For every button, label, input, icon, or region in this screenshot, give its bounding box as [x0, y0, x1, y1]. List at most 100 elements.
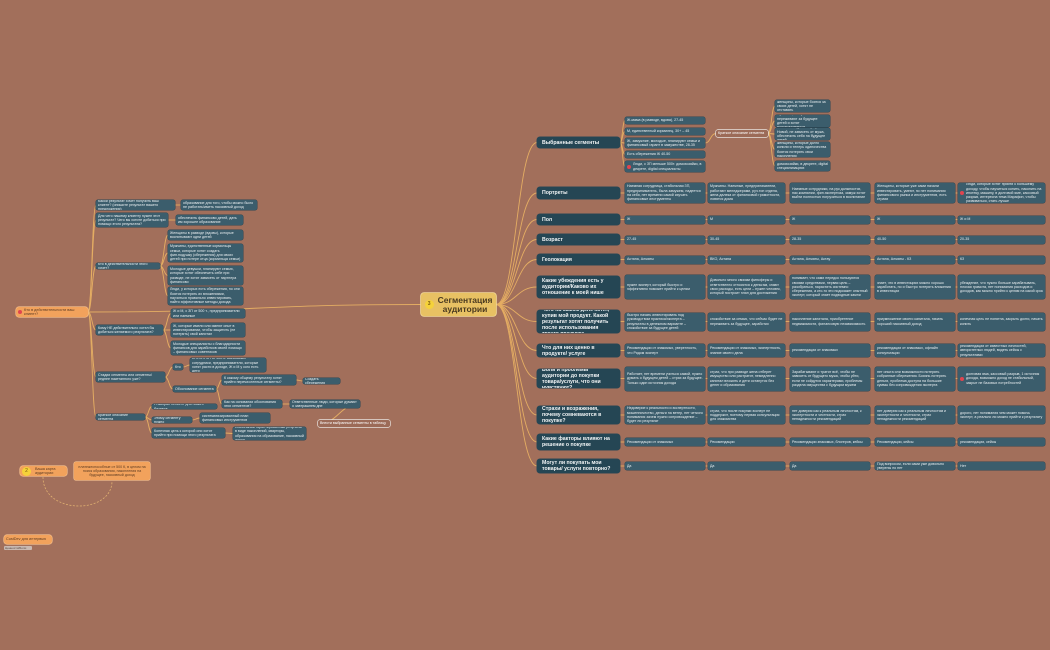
summary-node[interactable]: Внести выбранные сегменты в таблицу: [318, 420, 390, 427]
category-selected-segments[interactable]: Выбранные сегменты: [537, 137, 620, 148]
table-cell[interactable]: приумножение своего капитала, начать хор…: [875, 312, 955, 331]
table-cell[interactable]: ВКО, Астана: [708, 255, 785, 264]
segment-item[interactable]: Люди, с ЗП меньше 500т. домохозяйки, в д…: [625, 161, 705, 172]
answer-4[interactable]: Ж и М, с ЗП от 500 т., предприниматели и…: [171, 309, 245, 318]
table-cell[interactable]: Ж: [625, 215, 705, 224]
table-cell[interactable]: Ж и М: [958, 215, 1045, 224]
table-cell[interactable]: нужен эксперт, который быстро и эффектив…: [625, 275, 705, 299]
answer-4[interactable]: Молодые специалисты с благодарности фина…: [171, 341, 245, 355]
audience-map-note[interactable]: платежеспособные от 500 К, в целом на по…: [74, 462, 150, 480]
central-topic[interactable]: 3 Сегментация аудитории: [421, 293, 496, 316]
question-5[interactable]: Стадии сегменты или сегменты/реднее паке…: [96, 372, 165, 382]
segment-description[interactable]: домохозяйки, в декрете, digital специали…: [775, 161, 830, 171]
table-cell[interactable]: рекомендации, кейсы: [958, 438, 1045, 446]
label-tag[interactable]: Ценности/Боли: [4, 546, 32, 550]
table-cell[interactable]: убеждение, что нужно больше зарабатывать…: [958, 275, 1045, 299]
basis-question-2[interactable]: Как на основании обоснования этих сегмен…: [222, 400, 282, 408]
table-cell[interactable]: М: [708, 215, 785, 224]
segment-description[interactable]: мужчины, которые переживают за будущее д…: [775, 115, 830, 127]
category-9[interactable]: Страхи и возражения, почему сомневаются …: [537, 406, 620, 424]
table-cell[interactable]: Рекомендации, кейсы: [875, 438, 955, 446]
table-cell[interactable]: страх, что при разводе жена отберет имущ…: [708, 366, 785, 391]
table-cell[interactable]: Да: [625, 462, 705, 470]
table-cell[interactable]: 27-45: [625, 235, 705, 244]
question-4[interactable]: Кому НЕ действительно хотел бы добиться …: [96, 325, 163, 335]
table-cell[interactable]: КЗ: [958, 255, 1045, 264]
category-11[interactable]: Могут ли покупать мои товары/ услуги пов…: [537, 459, 620, 473]
table-cell[interactable]: Рекомендации: [708, 438, 785, 446]
segment-description[interactable]: стоите победа в ситуации с Новой, не зав…: [775, 128, 830, 140]
segment-need-answer[interactable]: систематизированный план финансовых инст…: [200, 413, 270, 423]
answer-3[interactable]: Мужчины, единственные кормильцы семьи, к…: [168, 244, 243, 262]
segment-goal-answer[interactable]: стабильный гарантированный результат в в…: [233, 427, 306, 440]
table-cell[interactable]: Да: [708, 462, 785, 470]
segment-item[interactable]: Ж, замужние, молодые, планируют семьи и …: [625, 138, 705, 148]
segment-item[interactable]: Ж-мама (в разводе, вдова), 27-45: [625, 117, 705, 124]
table-cell[interactable]: Довольно много своими финсферы и ответст…: [708, 275, 785, 299]
category-5[interactable]: Какие убеждения есть у аудитории/Каково …: [537, 276, 620, 298]
table-cell[interactable]: понимает, что сами нередко пользуются св…: [790, 275, 870, 299]
table-cell[interactable]: Ж: [875, 215, 955, 224]
table-cell[interactable]: Рекомендации от знакомых, уверенность, ч…: [625, 344, 705, 357]
category-7[interactable]: Что для них ценно в продукте/ услуге: [537, 344, 620, 357]
who-answer[interactable]: Ж и М с ЗП от 500 к. Банковские сотрудни…: [190, 358, 266, 372]
who-label[interactable]: Кто: [173, 364, 183, 370]
table-cell[interactable]: нет доверия как к реальным личностям, к …: [790, 406, 870, 424]
table-cell[interactable]: Рекомендации от знакомых: [625, 438, 705, 446]
table-cell[interactable]: Работает, нет времени учиться самой, нуж…: [625, 366, 705, 391]
table-cell[interactable]: Под вопросом, если сами уже довольно уве…: [875, 462, 955, 470]
basis-label[interactable]: Обоснование сегмента: [173, 386, 216, 392]
basis-answer-1[interactable]: Создать сбережения: [303, 378, 340, 384]
basis-answer-2[interactable]: Ответственные люди, которые думают о зав…: [290, 400, 360, 408]
table-cell[interactable]: быстро начать инвестировать под руководс…: [625, 312, 705, 331]
table-cell[interactable]: дорого, нет понимания чем может помочь э…: [958, 406, 1045, 424]
answer-1[interactable]: образование для того, чтобы можно было н…: [181, 200, 257, 210]
segment-description[interactable]: женщины, которые боятся за своих детей, …: [775, 100, 830, 112]
table-cell[interactable]: 20-35: [958, 235, 1045, 244]
answer-3[interactable]: Люди, у которых есть сбережения, но они …: [168, 287, 243, 305]
table-cell[interactable]: рекомендации от знакомых: [790, 344, 870, 357]
table-cell[interactable]: конечная цель не понятна, закрыть долги,…: [958, 312, 1045, 331]
question-3[interactable]: Кто в действительности этого хочет?: [96, 263, 160, 269]
custdev-topic[interactable]: CustDev для интервью: [4, 535, 52, 544]
segment-summary-group[interactable]: Краткое описание сегмента: [716, 130, 768, 137]
table-cell[interactable]: знает, что в инвестициях можно хорошо за…: [875, 275, 955, 299]
table-cell[interactable]: Наемная сотрудница, стабильная ЗП, предп…: [625, 183, 705, 203]
category-1[interactable]: Портреты: [537, 187, 620, 199]
segment-goal[interactable]: Конечная цель к которой они хотят прийти…: [152, 428, 225, 438]
segment-need[interactable]: Этому сегменту нужно: [152, 417, 192, 423]
basis-question-1[interactable]: К какому общему результату хотят прийти …: [222, 375, 296, 385]
table-cell[interactable]: нет опыта или возможности потерять собра…: [875, 366, 955, 391]
category-10[interactable]: Какие факторы влияют на решение о покупк…: [537, 434, 620, 450]
table-cell[interactable]: 28-35: [790, 235, 870, 244]
table-cell[interactable]: Астана, Алматы: [625, 255, 705, 264]
table-cell[interactable]: Люди, которые хотят прийти к большему до…: [958, 183, 1045, 203]
answer-2[interactable]: обеспечить финансово детей, дать им хоро…: [176, 215, 243, 225]
answer-3[interactable]: Женщины в разводе (вдовы), которые воспи…: [168, 230, 243, 240]
table-cell[interactable]: спокойствие за семью, что сейчас будет н…: [708, 312, 785, 331]
left-root-topic[interactable]: Кто в действительности ваш клиент?: [16, 307, 88, 317]
table-cell[interactable]: Наемные сотрудники, на рук должностях, н…: [790, 183, 870, 203]
question-1[interactable]: Какой результат хочет получить ваш клиен…: [96, 200, 175, 210]
category-8[interactable]: Боли и проблемы аудитории до покупки тов…: [537, 369, 620, 388]
segment-item[interactable]: Есть сбережения Ж 40-50: [625, 151, 705, 158]
table-cell[interactable]: долговая яма, кассовый разрыв, 1 источни…: [958, 366, 1045, 391]
audience-map-topic[interactable]: 2 Ваша карта аудитории: [20, 466, 67, 476]
answer-4[interactable]: Ж, которые имели или имеют опыт в инвест…: [171, 323, 245, 337]
table-cell[interactable]: рекомендации от знакомых, офлайн консуль…: [875, 344, 955, 357]
category-4[interactable]: Геолокация: [537, 254, 620, 265]
table-cell[interactable]: Зарабатывают и тратят всё, чтобы не зави…: [790, 366, 870, 391]
table-cell[interactable]: Астана, Алматы - КЗ: [875, 255, 955, 264]
table-cell[interactable]: Женщины, которые уже сами начали инвести…: [875, 183, 955, 203]
question-2[interactable]: Для чего нашему клиенту нужен этот резул…: [96, 213, 168, 227]
table-cell[interactable]: накопление капитала, приобретение недвиж…: [790, 312, 870, 331]
table-cell[interactable]: Астана, Алматы, Актау: [790, 255, 870, 264]
table-cell[interactable]: нет доверия как к реальным личностям и э…: [875, 406, 955, 424]
segment-choice[interactable]: Я выбрал сегмент для нового бизнеса: [152, 404, 217, 409]
answer-3[interactable]: Молодые девушки, планируют семью, которы…: [168, 266, 243, 285]
table-cell[interactable]: Рекомендации знакомых, блогеров, кейсы: [790, 438, 870, 446]
table-cell[interactable]: Ж: [790, 215, 870, 224]
table-cell[interactable]: 40-50: [875, 235, 955, 244]
category-3[interactable]: Возраст: [537, 234, 620, 245]
category-2[interactable]: Пол: [537, 214, 620, 225]
